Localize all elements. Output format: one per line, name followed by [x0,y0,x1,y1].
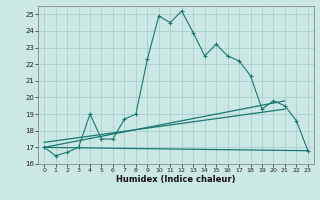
X-axis label: Humidex (Indice chaleur): Humidex (Indice chaleur) [116,175,236,184]
